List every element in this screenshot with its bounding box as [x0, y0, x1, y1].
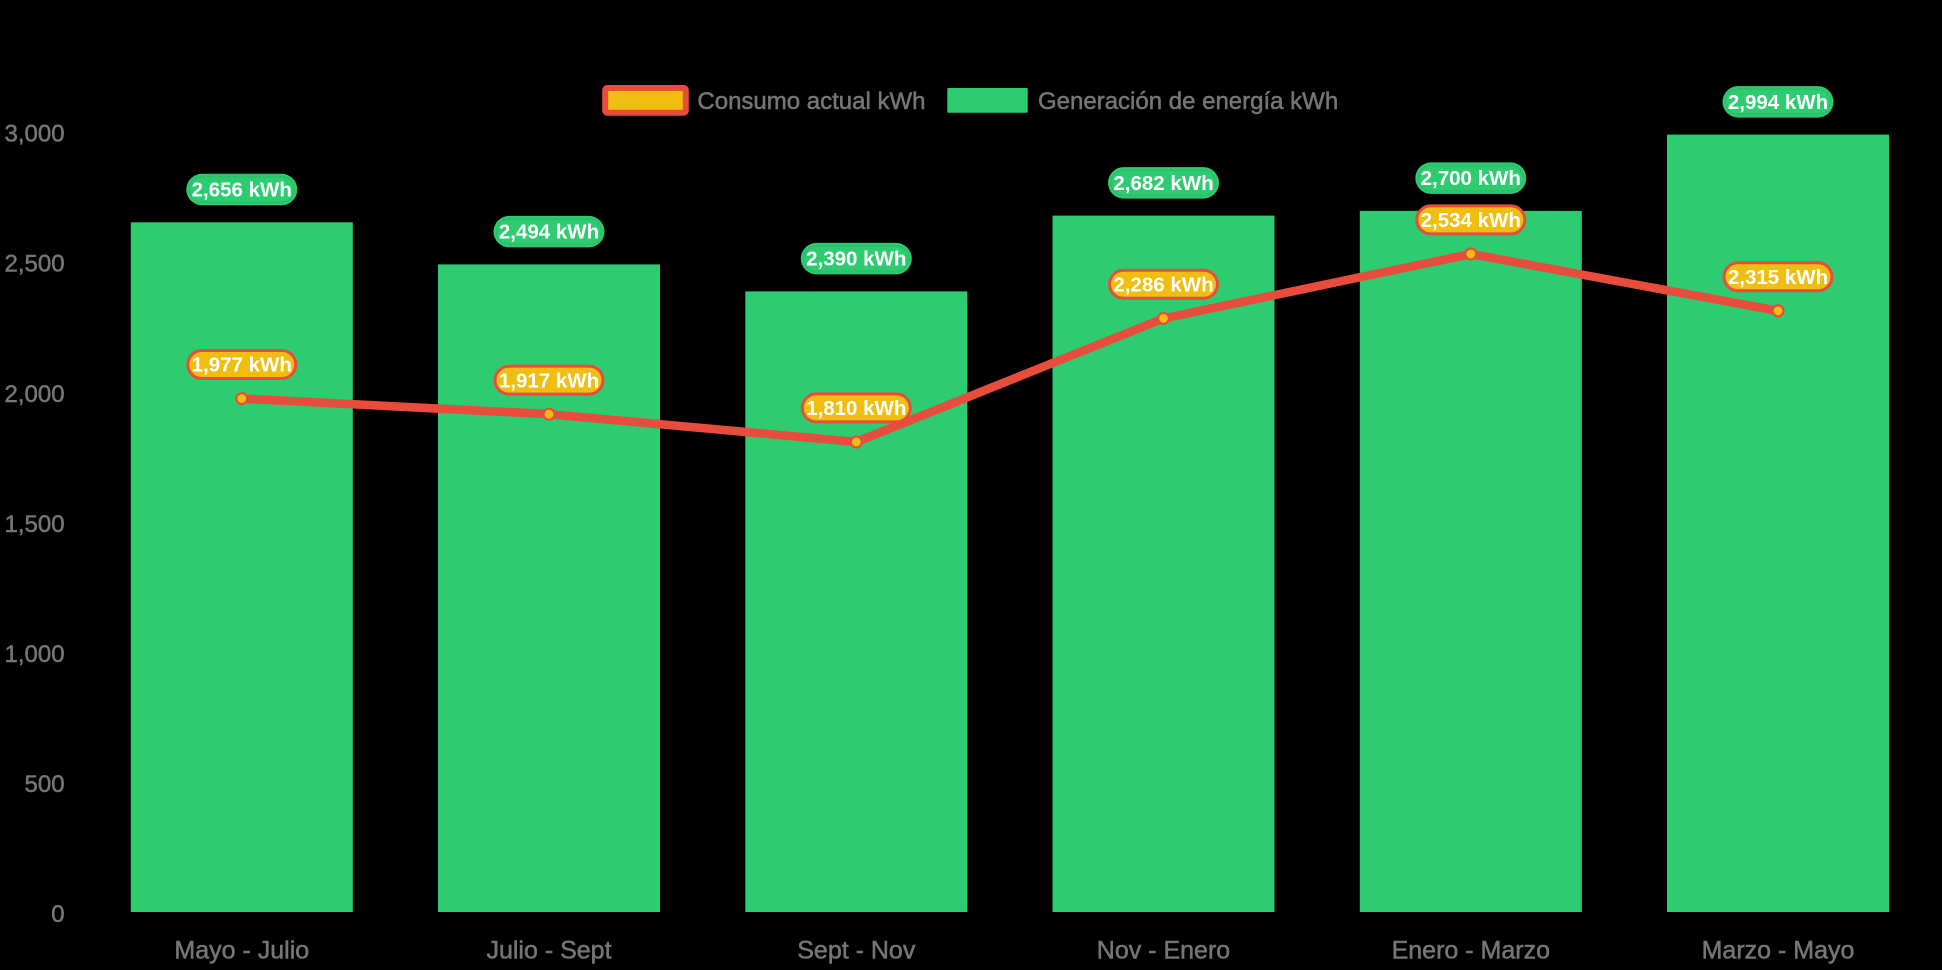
svg-text:2,000: 2,000 [5, 381, 65, 408]
svg-text:Marzo - Mayo: Marzo - Mayo [1702, 937, 1855, 965]
svg-text:1,977 kWh: 1,977 kWh [192, 354, 292, 377]
svg-text:3,000: 3,000 [5, 121, 65, 148]
svg-text:1,917 kWh: 1,917 kWh [499, 369, 599, 392]
svg-text:2,286 kWh: 2,286 kWh [1113, 274, 1213, 297]
svg-text:Julio - Sept: Julio - Sept [486, 937, 611, 965]
svg-text:2,390 kWh: 2,390 kWh [806, 248, 906, 271]
svg-text:2,682 kWh: 2,682 kWh [1113, 172, 1213, 195]
svg-text:Enero - Marzo: Enero - Marzo [1392, 937, 1550, 965]
svg-text:2,994 kWh: 2,994 kWh [1728, 91, 1828, 114]
svg-text:1,500: 1,500 [5, 511, 65, 538]
svg-text:2,656 kWh: 2,656 kWh [192, 179, 292, 202]
svg-text:2,700 kWh: 2,700 kWh [1421, 167, 1521, 190]
svg-text:Consumo actual kWh: Consumo actual kWh [697, 88, 925, 115]
svg-text:500: 500 [25, 771, 65, 798]
svg-text:2,315 kWh: 2,315 kWh [1728, 266, 1828, 289]
svg-text:Sept - Nov: Sept - Nov [797, 937, 916, 965]
svg-text:2,534 kWh: 2,534 kWh [1421, 209, 1521, 232]
svg-text:Mayo - Julio: Mayo - Julio [174, 937, 309, 965]
svg-text:2,500: 2,500 [5, 251, 65, 278]
svg-text:2,494 kWh: 2,494 kWh [499, 221, 599, 244]
svg-text:1,810 kWh: 1,810 kWh [806, 397, 906, 420]
svg-text:0: 0 [51, 901, 64, 928]
svg-text:1,000: 1,000 [5, 641, 65, 668]
svg-text:Generación de energía kWh: Generación de energía kWh [1038, 88, 1338, 115]
svg-text:Nov - Enero: Nov - Enero [1097, 937, 1230, 965]
